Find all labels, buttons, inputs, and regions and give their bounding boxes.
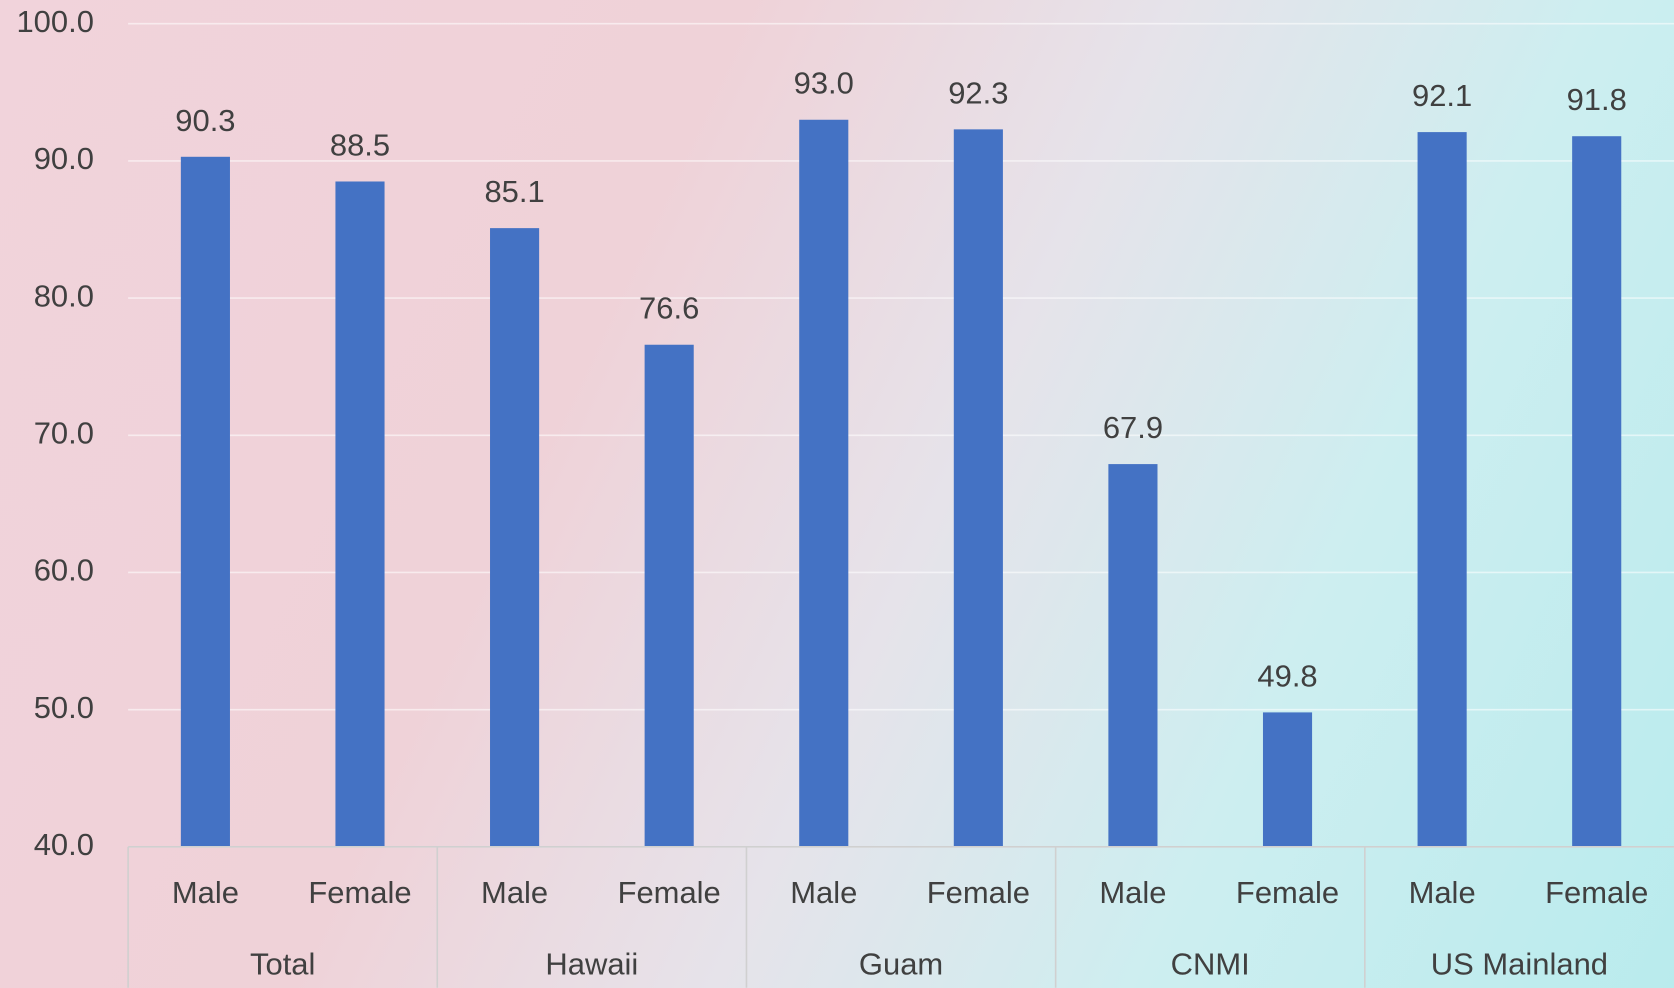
x-tick-label: Male	[172, 875, 239, 910]
x-tick-label: Female	[1236, 875, 1339, 910]
bar	[1108, 464, 1158, 847]
x-tick-label: Male	[481, 875, 548, 910]
y-tick-label: 40.0	[34, 827, 94, 862]
data-label: 93.0	[794, 66, 854, 101]
data-label: 88.5	[330, 127, 390, 162]
bar	[953, 129, 1003, 847]
y-tick-label: 80.0	[34, 278, 94, 313]
data-label: 49.8	[1257, 658, 1317, 693]
bar	[1572, 136, 1622, 847]
group-label: US Mainland	[1431, 947, 1608, 982]
x-tick-label: Female	[618, 875, 721, 910]
x-tick-label: Female	[308, 875, 411, 910]
data-label: 90.3	[175, 103, 235, 138]
bar	[180, 156, 230, 847]
y-tick-label: 90.0	[34, 141, 94, 176]
y-tick-label: 100.0	[16, 4, 93, 39]
group-label: Guam	[859, 947, 943, 982]
bar	[335, 181, 385, 847]
data-label: 85.1	[484, 174, 544, 209]
x-tick-label: Male	[790, 875, 857, 910]
data-label: 92.3	[948, 75, 1008, 110]
group-label: CNMI	[1171, 947, 1250, 982]
bar	[1262, 712, 1313, 847]
data-label: 76.6	[639, 291, 699, 326]
bar	[644, 344, 694, 847]
data-label: 92.1	[1412, 78, 1472, 113]
bar	[1417, 132, 1467, 847]
y-tick-label: 50.0	[34, 690, 94, 725]
x-tick-label: Female	[1545, 875, 1648, 910]
x-tick-label: Male	[1409, 875, 1476, 910]
data-label: 91.8	[1567, 82, 1627, 117]
bar	[799, 119, 849, 847]
y-tick-label: 60.0	[34, 553, 94, 588]
x-tick-label: Male	[1099, 875, 1166, 910]
data-label: 67.9	[1103, 410, 1163, 445]
group-label: Hawaii	[545, 947, 638, 982]
group-label: Total	[250, 947, 315, 982]
bar	[490, 228, 540, 847]
x-tick-label: Female	[927, 875, 1030, 910]
y-tick-label: 70.0	[34, 415, 94, 450]
